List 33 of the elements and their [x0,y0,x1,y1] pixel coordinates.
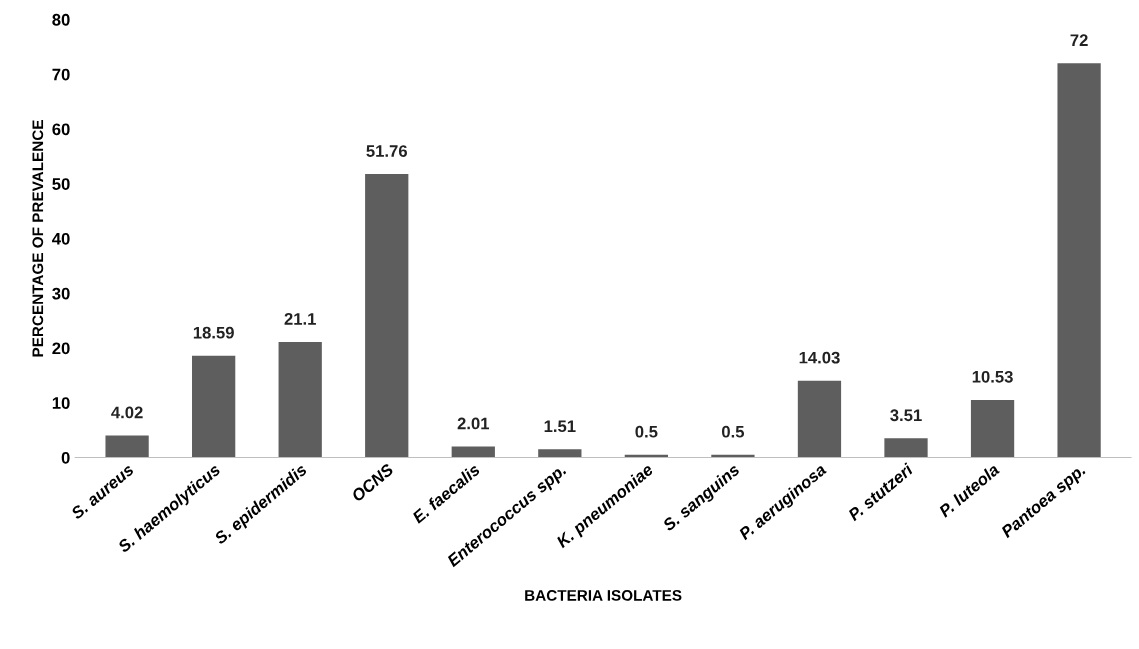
data-label: 3.51 [890,409,922,422]
y-tick-label: 50 [52,178,70,190]
bar [278,342,322,458]
y-tick-label: 20 [52,342,70,355]
y-tick-label: 40 [52,232,70,245]
data-label: 51.76 [366,145,407,157]
data-label: 0.5 [635,425,658,438]
data-label: 4.02 [111,406,143,419]
y-tick-label: 10 [52,397,70,409]
bar [970,399,1015,458]
data-label: 2.01 [457,417,490,430]
data-label: 72 [1070,34,1088,46]
bar [192,355,236,458]
y-tick-label: 60 [52,123,70,136]
bar [451,446,495,458]
y-axis-title: PERCENTAGE OF PREVALENCE [32,120,44,357]
data-label: 18.59 [193,326,234,339]
bar [105,435,149,458]
x-axis-title: BACTERIA ISOLATES [525,590,682,601]
bar [884,438,928,458]
bar [538,449,582,458]
data-label: 14.03 [799,351,840,364]
data-label: 0.5 [721,425,745,438]
y-tick-label: 70 [52,68,70,81]
data-label: 21.1 [284,313,316,325]
data-label: 1.51 [544,420,576,433]
data-label: 10.53 [972,370,1013,383]
y-tick-label: 80 [52,13,70,26]
bar [1057,63,1101,458]
y-tick-label: 30 [52,287,70,300]
bar [365,174,409,458]
bar [797,380,842,458]
y-tick-label: 0 [61,451,70,464]
